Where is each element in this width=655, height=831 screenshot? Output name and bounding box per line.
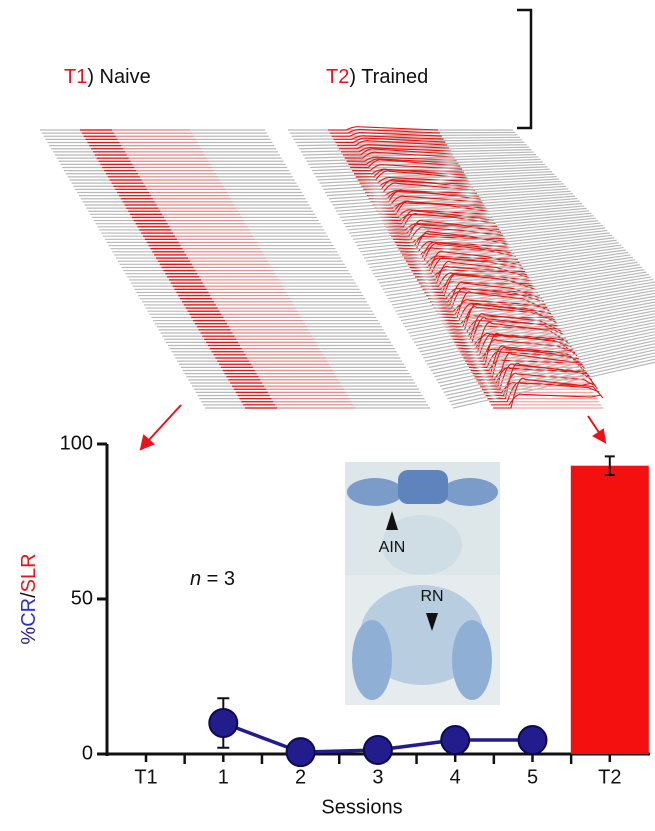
y-label-part: SLR [18, 553, 40, 592]
scale-bar [517, 10, 531, 128]
point [209, 709, 237, 737]
y-label-part: CR [18, 598, 40, 627]
tissue [347, 478, 403, 506]
x-tick-label: 3 [372, 766, 383, 788]
tissue [452, 620, 492, 700]
tissue [398, 470, 448, 504]
panel-text: ) Trained [349, 66, 428, 88]
tissue [352, 620, 392, 700]
point [441, 726, 469, 754]
arrow [588, 416, 600, 434]
point [364, 736, 392, 764]
x-axis-label: Sessions [321, 796, 402, 818]
x-tick-label: T2 [598, 766, 621, 788]
panel-text: ) Naive [87, 66, 150, 88]
inset-label: AIN [379, 539, 406, 556]
panel-label: T1) Naive [64, 66, 151, 88]
y-tick-label: 50 [71, 587, 93, 609]
arrows [141, 405, 605, 449]
annotation: n = 3 [190, 568, 235, 590]
arrow-head [594, 430, 605, 442]
tissue [442, 478, 498, 506]
inset-label: RN [420, 588, 443, 605]
arrow [148, 405, 181, 441]
y-axis-label: %CR/SLR [18, 553, 40, 644]
x-tick-label: 1 [218, 766, 229, 788]
x-tick-label: 2 [295, 766, 306, 788]
x-tick-label: T1 [134, 766, 157, 788]
panel-tag: T2 [326, 66, 349, 88]
y-tick-label: 0 [82, 742, 93, 764]
x-tick-label: 4 [450, 766, 461, 788]
point [519, 726, 547, 754]
y-tick-label: 100 [60, 432, 93, 454]
annotation-italic: n [190, 568, 201, 590]
panel-label: T2) Trained [326, 66, 428, 88]
point [287, 738, 315, 766]
trace-panels [40, 127, 655, 408]
histology-inset: AIN RN [345, 462, 500, 705]
annotation-text: = 3 [201, 568, 235, 590]
x-tick-label: 5 [527, 766, 538, 788]
figure: T1) Naive T2) Trained AIN RN n = 3 Sessi… [0, 0, 655, 826]
y-label-part: % [18, 627, 40, 645]
panel-tag: T1 [64, 66, 87, 88]
bar [571, 466, 649, 754]
